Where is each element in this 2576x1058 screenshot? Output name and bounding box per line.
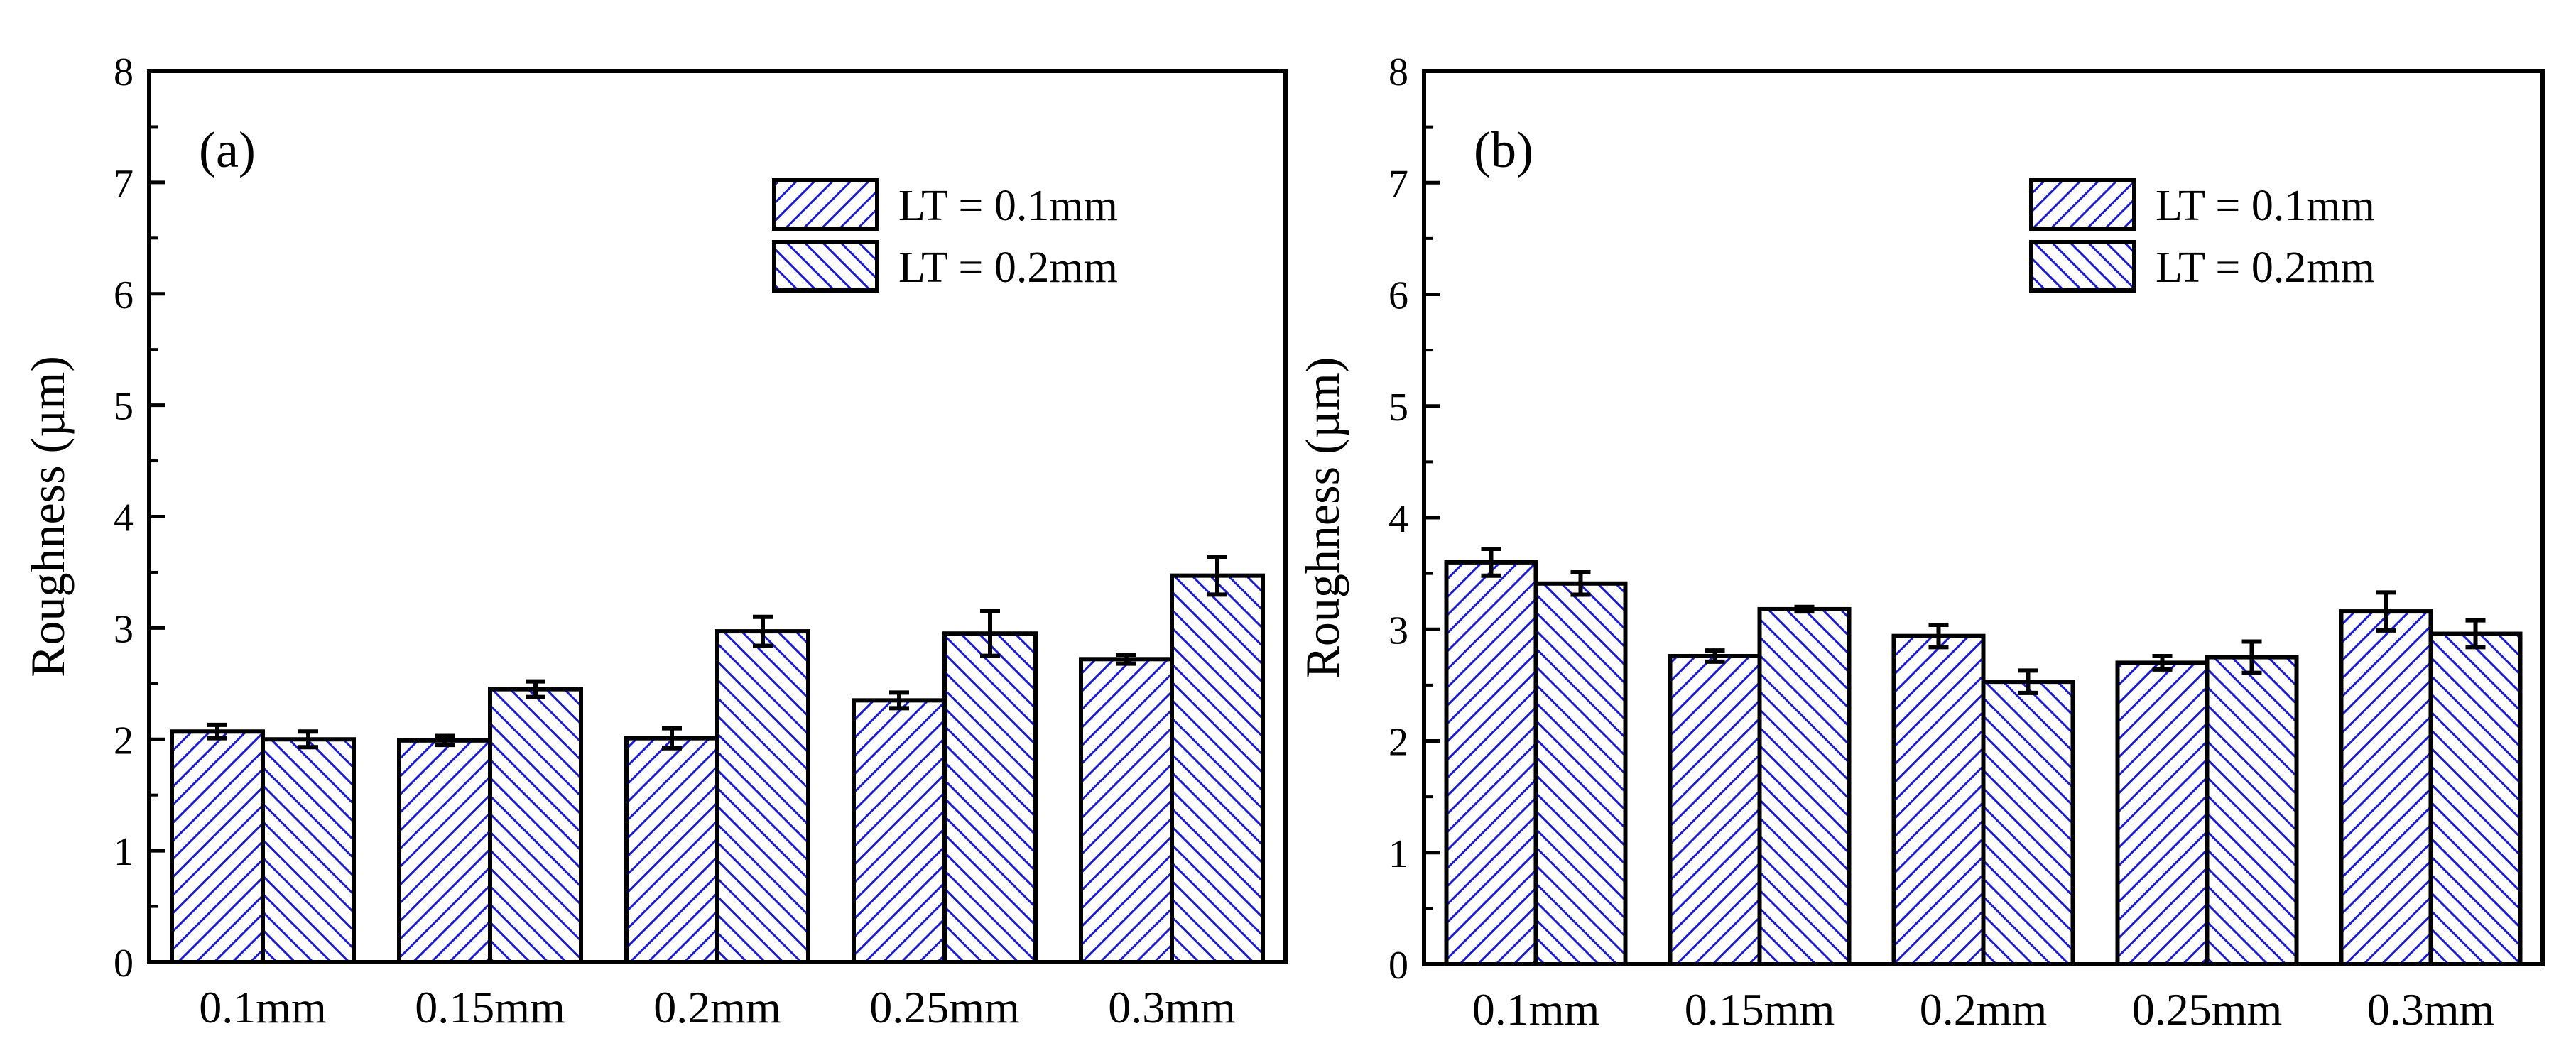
legend-label-2: LT = 0.2mm xyxy=(898,244,1118,292)
x-tick-label: 0.2mm xyxy=(653,982,781,1032)
bar-series2-0.15mm xyxy=(1757,606,1852,966)
x-tick-label: 0.25mm xyxy=(2132,984,2283,1035)
bar-series1-0.25mm xyxy=(852,698,947,964)
x-tick-label: 0.1mm xyxy=(199,982,327,1032)
legend-swatch-1 xyxy=(772,178,879,231)
bar-series1-0.15mm xyxy=(397,738,492,964)
y-tick-label: 0 xyxy=(114,942,134,986)
chart-panel-a: 0 1 2 3 4 5 6 7 8 Roughness (µm) (a) 0.1mm 0.15mm 0.2… xyxy=(21,50,1288,1032)
legend-swatch-2 xyxy=(2029,240,2136,293)
y-tick-label: 1 xyxy=(114,830,134,874)
y-tick-label: 7 xyxy=(114,162,134,206)
y-tick-label: 5 xyxy=(114,385,134,429)
y-tick-label: 8 xyxy=(1388,50,1408,94)
legend-swatch-1 xyxy=(2029,178,2136,231)
y-tick-label: 2 xyxy=(1388,721,1408,765)
legend-label-2: LT = 0.2mm xyxy=(2156,244,2375,292)
y-axis-label: Roughness (µm) xyxy=(1295,357,1349,679)
legend-swatch-2 xyxy=(772,240,879,293)
bar-series2-0.2mm xyxy=(715,629,810,964)
panel-label: (b) xyxy=(1474,121,1533,178)
x-tick-label: 0.3mm xyxy=(2367,984,2495,1035)
x-tick-label: 0.1mm xyxy=(1472,984,1600,1035)
bar-series2-0.25mm xyxy=(942,631,1038,964)
bar-series1-0.1mm xyxy=(170,729,265,965)
x-tick-label: 0.3mm xyxy=(1108,982,1236,1032)
bar-series2-0.1mm xyxy=(1533,581,1628,966)
y-tick-label: 3 xyxy=(1388,609,1408,653)
bar-series1-0.2mm xyxy=(1891,633,1986,966)
x-tick-label: 0.15mm xyxy=(415,982,565,1032)
legend-label-1: LT = 0.1mm xyxy=(898,182,1118,230)
y-tick-label: 8 xyxy=(114,50,134,94)
bar-series2-0.2mm xyxy=(1981,680,2075,966)
y-tick-label: 2 xyxy=(114,719,134,763)
y-axis-label: Roughness (µm) xyxy=(21,356,75,677)
y-tick-label: 6 xyxy=(114,273,134,317)
x-tick-label: 0.25mm xyxy=(869,982,1020,1032)
bar-series1-0.2mm xyxy=(624,736,719,965)
y-tick-label: 6 xyxy=(1388,274,1408,318)
x-tick-label: 0.2mm xyxy=(1920,984,2048,1035)
y-tick-label: 5 xyxy=(1388,386,1408,430)
bar-series2-0.15mm xyxy=(488,687,583,964)
bar-series1-0.1mm xyxy=(1444,560,1538,966)
legend-label-1: LT = 0.1mm xyxy=(2156,182,2375,230)
y-tick-label: 7 xyxy=(1388,162,1408,206)
y-tick-label: 1 xyxy=(1388,832,1408,876)
bar-series2-0.3mm xyxy=(2428,631,2523,966)
bar-series1-0.3mm xyxy=(2339,609,2433,967)
bar-series2-0.3mm xyxy=(1170,573,1265,964)
y-tick-label: 3 xyxy=(114,607,134,651)
y-tick-label: 4 xyxy=(1388,497,1408,541)
chart-panel-b: 0 1 2 3 4 5 6 7 8 Roughness (µm) (b) 0.1mm 0.15mm 0.2… xyxy=(1295,50,2545,1035)
bar-series1-0.15mm xyxy=(1668,653,1762,966)
x-tick-label: 0.15mm xyxy=(1685,984,1835,1035)
bar-series1-0.3mm xyxy=(1079,657,1174,964)
bar-series1-0.25mm xyxy=(2115,660,2210,966)
y-tick-label: 4 xyxy=(114,496,134,540)
y-tick-label: 0 xyxy=(1388,944,1408,988)
panel-label: (a) xyxy=(199,121,256,178)
bar-series2-0.25mm xyxy=(2205,655,2299,966)
bar-series2-0.1mm xyxy=(261,737,356,964)
